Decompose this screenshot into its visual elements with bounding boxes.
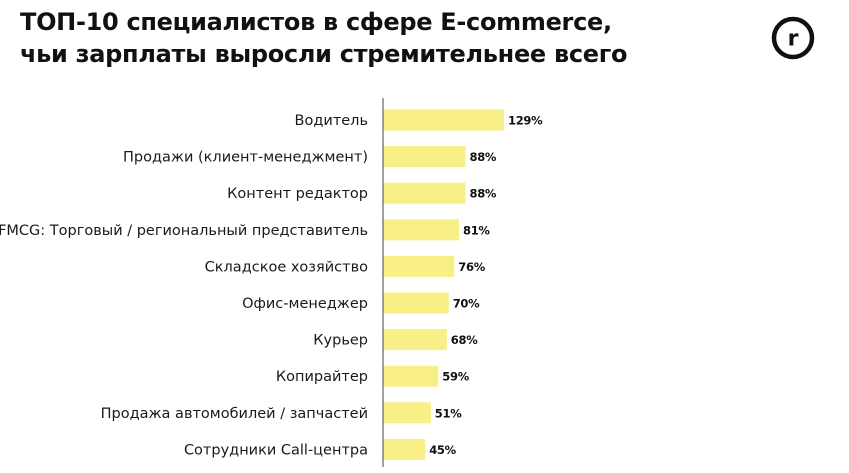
category-label-4: FMCG: Торговый / региональный представит…: [0, 223, 368, 239]
bars-layer: [383, 109, 504, 460]
bar-2: [383, 146, 466, 168]
category-label-2: Продажи (клиент-менеджмент): [123, 150, 368, 166]
value-label-5: 76%: [458, 260, 485, 274]
value-label-7: 68%: [451, 333, 478, 347]
value-label-10: 45%: [429, 443, 456, 457]
labels-layer: Водитель 129% Продажи (клиент-менеджмент) 8…: [0, 113, 543, 458]
value-label-8: 59%: [442, 370, 469, 384]
category-label-7: Курьер: [313, 333, 368, 349]
category-label-9: Продажа автомобилей / запчастей: [101, 406, 368, 422]
bar-5: [383, 255, 455, 277]
bar-6: [383, 292, 449, 314]
value-label-2: 88%: [470, 150, 497, 164]
bar-10: [383, 438, 426, 460]
category-label-6: Офис-менеджер: [242, 296, 368, 312]
bar-9: [383, 402, 431, 424]
logo-ring: [771, 16, 815, 60]
category-label-3: Контент редактор: [227, 186, 368, 202]
value-label-3: 88%: [470, 187, 497, 201]
category-label-5: Складское хозяйство: [205, 259, 368, 275]
bar-3: [383, 182, 466, 204]
value-label-6: 70%: [453, 297, 480, 311]
category-label-8: Копирайтер: [276, 369, 368, 385]
chart-title-line-2: чьи зарплаты выросли стремительнее всего: [20, 40, 628, 68]
bar-8: [383, 365, 439, 387]
chart-title-line-1: ТОП-10 специалистов в сфере E-commerce,: [20, 8, 612, 36]
value-label-4: 81%: [463, 223, 490, 237]
bar-1: [383, 109, 504, 131]
category-label-1: Водитель: [295, 113, 368, 129]
chart-title: ТОП-10 специалистов в сфере E-commerce, …: [20, 6, 720, 70]
r-logo-icon: r: [771, 16, 815, 60]
category-label-10: Сотрудники Call-центра: [184, 442, 368, 458]
bar-7: [383, 329, 447, 351]
value-label-9: 51%: [435, 406, 462, 420]
logo-letter: r: [788, 27, 799, 52]
value-label-1: 129%: [508, 114, 543, 128]
bar-4: [383, 219, 459, 241]
